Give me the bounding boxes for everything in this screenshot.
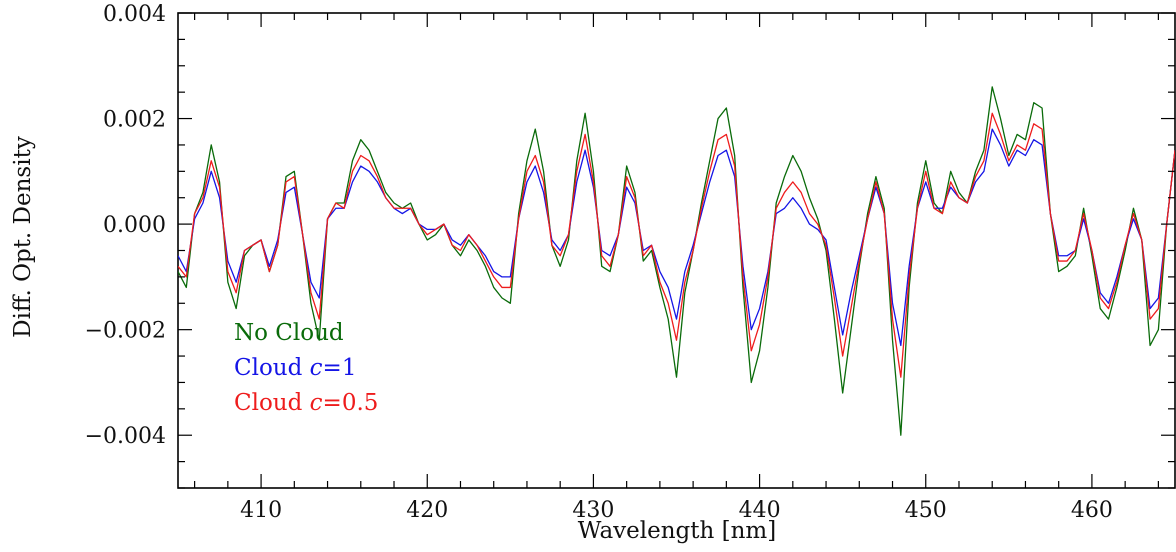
x-tick-label: 410 bbox=[240, 498, 282, 523]
x-tick-label: 450 bbox=[905, 498, 947, 523]
series-line-1 bbox=[178, 86, 1175, 436]
legend-entry-3: Cloud c=0.5 bbox=[234, 390, 378, 416]
y-tick-label: −0.002 bbox=[85, 319, 166, 344]
y-tick-label: 0.000 bbox=[103, 213, 166, 238]
legend-text-suffix: =0.5 bbox=[323, 390, 379, 416]
series-line-2 bbox=[178, 128, 1175, 347]
y-tick-label: 0.004 bbox=[103, 2, 166, 27]
labels-layer: 410 420 430 440 450 460 −0.004 −0.002 0.000 0.002… bbox=[85, 2, 1113, 523]
plot-area bbox=[177, 12, 1176, 489]
x-tick-label: 460 bbox=[1071, 498, 1113, 523]
x-tick-label: 440 bbox=[739, 498, 781, 523]
series-line-3 bbox=[178, 112, 1175, 378]
legend-text-suffix: =1 bbox=[323, 355, 357, 381]
series-layer bbox=[178, 86, 1175, 436]
y-tick-label: 0.002 bbox=[103, 108, 166, 133]
legend-entry-2: Cloud c=1 bbox=[234, 355, 356, 381]
y-tick-label: −0.004 bbox=[85, 424, 166, 449]
legend-entry-1: No Cloud bbox=[234, 320, 344, 346]
x-axis-label: Wavelength [nm] bbox=[578, 518, 776, 544]
legend-text-prefix: No Cloud bbox=[234, 320, 344, 346]
y-axis-label: Diff. Opt. Density bbox=[10, 136, 36, 338]
x-tick-label: 430 bbox=[572, 498, 614, 523]
legend-text-prefix: Cloud bbox=[234, 390, 310, 416]
ticks-layer bbox=[178, 12, 1175, 489]
x-tick-label: 420 bbox=[406, 498, 448, 523]
plot-frame bbox=[177, 12, 1176, 489]
legend-text-variable: c bbox=[310, 390, 323, 416]
legend-text-variable: c bbox=[310, 355, 323, 381]
legend-text-prefix: Cloud bbox=[234, 355, 310, 381]
